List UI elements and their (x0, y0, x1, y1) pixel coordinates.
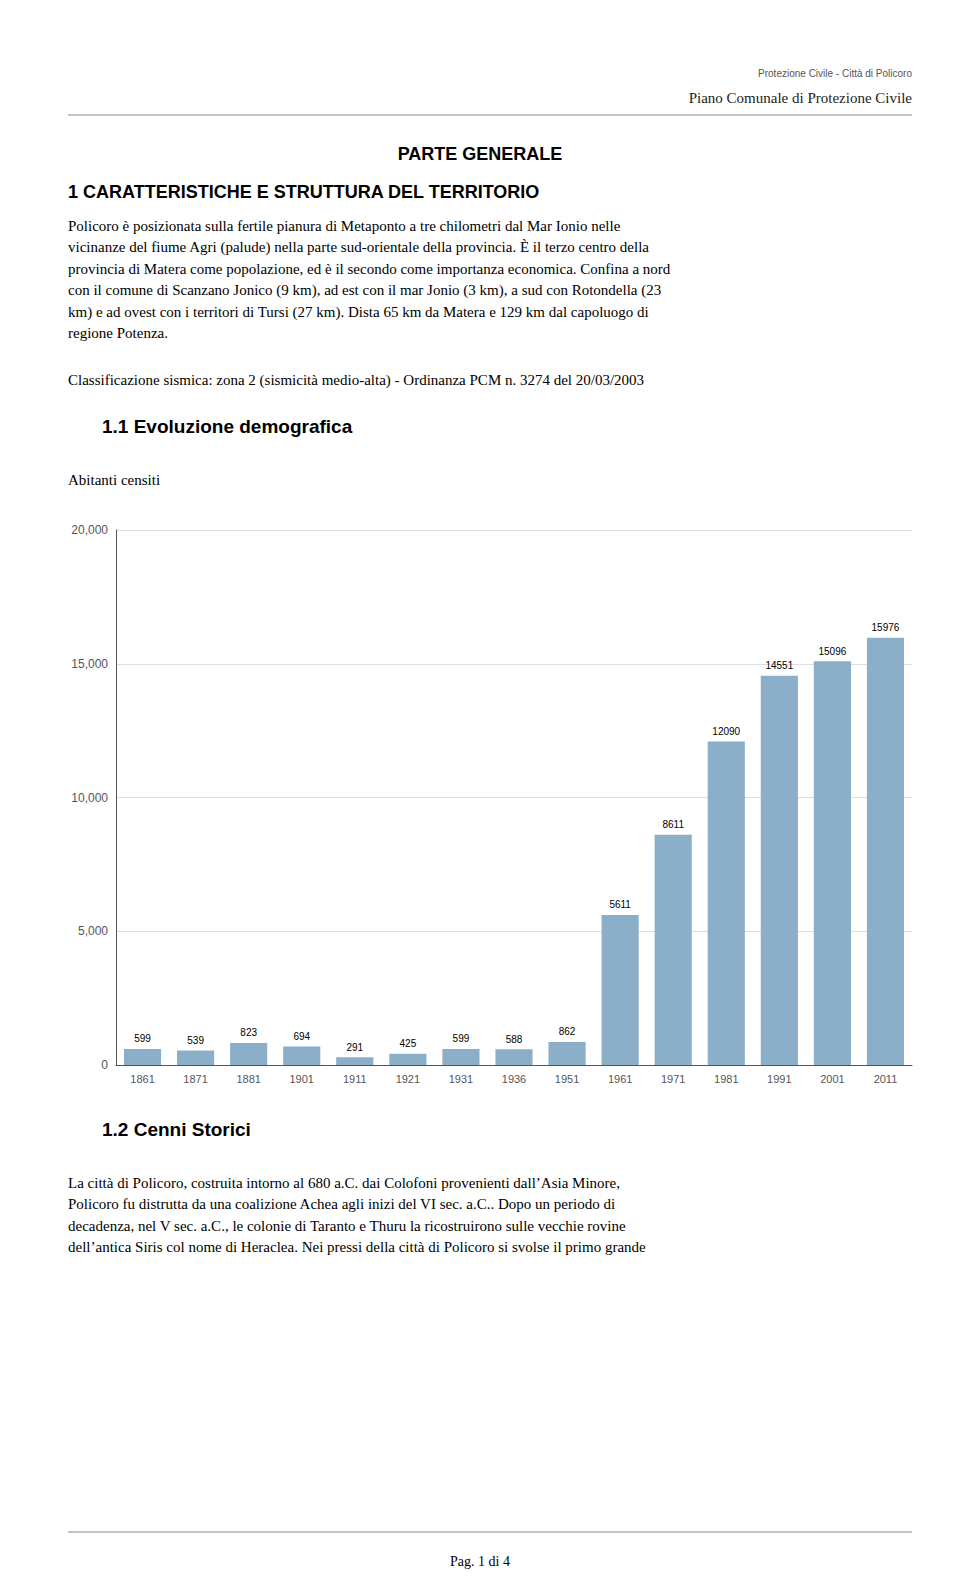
svg-text:2011: 2011 (874, 1073, 898, 1085)
svg-text:Policoro è posizionata sulla f: Policoro è posizionata sulla fertile pia… (68, 218, 621, 234)
svg-text:599: 599 (134, 1033, 151, 1044)
svg-text:862: 862 (559, 1026, 576, 1037)
svg-text:km) e ad ovest con i territori: km) e ad ovest con i territori di Tursi … (68, 304, 649, 321)
svg-text:15096: 15096 (818, 646, 846, 657)
svg-text:823: 823 (240, 1027, 257, 1038)
svg-text:588: 588 (506, 1034, 523, 1045)
svg-text:Policoro fu distrutta da una c: Policoro fu distrutta da una coalizione … (68, 1196, 615, 1212)
svg-text:1881: 1881 (236, 1073, 260, 1085)
svg-text:1861: 1861 (130, 1073, 154, 1085)
svg-text:1931: 1931 (449, 1073, 473, 1085)
svg-text:1 CARATTERISTICHE E STRUTTURA: 1 CARATTERISTICHE E STRUTTURA DEL TERRIT… (68, 182, 539, 202)
svg-text:vicinanze del fiume Agri (palu: vicinanze del fiume Agri (palude) nella … (68, 239, 649, 256)
svg-text:1936: 1936 (502, 1073, 526, 1085)
svg-text:694: 694 (293, 1031, 310, 1042)
svg-text:Classificazione sismica: zona: Classificazione sismica: zona 2 (sismici… (68, 372, 644, 389)
svg-text:0: 0 (101, 1058, 108, 1072)
svg-text:1951: 1951 (555, 1073, 579, 1085)
svg-text:8611: 8611 (662, 819, 684, 830)
svg-text:decadenza, nel V sec. a.C., le: decadenza, nel V sec. a.C., le colonie d… (68, 1218, 626, 1234)
svg-text:10,000: 10,000 (71, 791, 108, 805)
svg-text:2001: 2001 (820, 1073, 844, 1085)
svg-text:Protezione Civile - Città di P: Protezione Civile - Città di Policoro (758, 68, 912, 79)
svg-text:12090: 12090 (712, 726, 740, 737)
svg-text:599: 599 (453, 1033, 470, 1044)
svg-text:5,000: 5,000 (78, 924, 108, 938)
svg-text:regione Potenza.: regione Potenza. (68, 325, 168, 341)
svg-text:dell’antica Siris col nome di: dell’antica Siris col nome di Heraclea. … (68, 1239, 646, 1255)
svg-text:1981: 1981 (714, 1073, 738, 1085)
svg-text:1991: 1991 (767, 1073, 791, 1085)
svg-text:539: 539 (187, 1035, 204, 1046)
svg-text:5611: 5611 (609, 899, 631, 910)
svg-text:14551: 14551 (765, 660, 793, 671)
svg-text:1971: 1971 (661, 1073, 685, 1085)
svg-text:291: 291 (346, 1042, 363, 1053)
svg-text:1.1 Evoluzione demografica: 1.1 Evoluzione demografica (102, 416, 353, 437)
svg-text:1911: 1911 (343, 1073, 367, 1085)
svg-text:1961: 1961 (608, 1073, 632, 1085)
svg-text:15976: 15976 (872, 622, 900, 633)
svg-text:1871: 1871 (183, 1073, 207, 1085)
svg-text:PARTE GENERALE: PARTE GENERALE (398, 144, 563, 164)
svg-text:1921: 1921 (396, 1073, 420, 1085)
svg-text:Piano Comunale di Protezione C: Piano Comunale di Protezione Civile (689, 90, 913, 106)
svg-text:Abitanti censiti: Abitanti censiti (68, 472, 160, 488)
svg-text:15,000: 15,000 (71, 657, 108, 671)
svg-text:con il comune di Scanzano Joni: con il comune di Scanzano Jonico (9 km),… (68, 282, 661, 299)
svg-text:1.2 Cenni Storici: 1.2 Cenni Storici (102, 1119, 251, 1140)
svg-text:1901: 1901 (289, 1073, 313, 1085)
svg-text:provincia di Matera come popol: provincia di Matera come popolazione, ed… (68, 261, 671, 277)
svg-text:Pag. 1 di 4: Pag. 1 di 4 (450, 1554, 510, 1569)
svg-text:20,000: 20,000 (71, 523, 108, 537)
svg-text:La città di Policoro, costruit: La città di Policoro, costruita intorno … (68, 1175, 620, 1191)
svg-text:425: 425 (400, 1038, 417, 1049)
